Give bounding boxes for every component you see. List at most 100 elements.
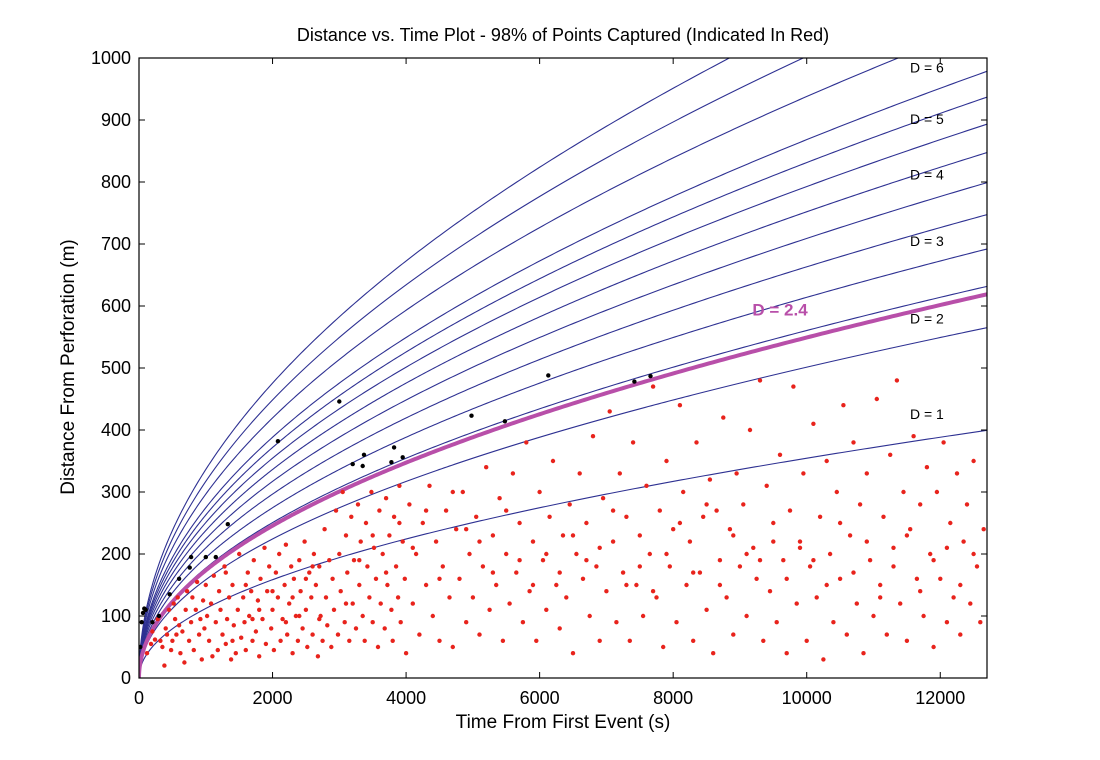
captured-point [878, 582, 883, 588]
captured-point [338, 589, 343, 594]
outside-point [225, 522, 230, 527]
captured-point [837, 520, 843, 526]
captured-point [210, 654, 215, 659]
captured-point [440, 564, 445, 569]
captured-point [343, 533, 349, 538]
captured-point [390, 638, 395, 643]
captured-point [457, 576, 462, 581]
curve-label-2: D = 2 [910, 310, 944, 326]
outside-point [275, 439, 281, 444]
captured-point [323, 595, 329, 600]
captured-point [391, 514, 397, 519]
outside-point [156, 613, 162, 619]
captured-point [203, 582, 208, 588]
captured-point [824, 582, 829, 588]
captured-point [610, 539, 616, 544]
captured-point [624, 514, 629, 519]
captured-point [470, 595, 476, 600]
captured-point [704, 502, 709, 507]
captured-point [313, 582, 319, 588]
captured-point [186, 638, 192, 643]
captured-point [741, 502, 746, 507]
captured-point [811, 558, 816, 563]
captured-point [353, 626, 359, 631]
captured-point [500, 638, 506, 643]
outside-point [139, 620, 144, 625]
captured-point [223, 570, 228, 575]
curve-d-4-5 [139, 152, 987, 678]
captured-point [184, 589, 190, 594]
captured-point [382, 626, 387, 631]
captured-point [295, 638, 301, 643]
captured-point [744, 551, 749, 557]
captured-point [637, 564, 642, 569]
captured-point [971, 551, 976, 557]
captured-point [291, 576, 297, 581]
y-axis-label: Distance From Perforation (m) [58, 239, 79, 495]
captured-point [771, 539, 776, 544]
captured-point [188, 620, 194, 625]
captured-point [226, 595, 232, 600]
captured-point [325, 623, 330, 628]
captured-point [487, 607, 492, 612]
captured-point [347, 638, 352, 643]
captured-point [684, 582, 689, 588]
captured-point [375, 644, 381, 650]
captured-point [204, 613, 210, 619]
captured-point [280, 616, 285, 622]
outside-point [143, 607, 148, 612]
captured-point [854, 601, 859, 606]
captured-point [231, 623, 236, 628]
captured-point [273, 570, 279, 575]
captured-point [904, 638, 910, 643]
captured-point [607, 409, 612, 414]
captured-point [724, 595, 729, 600]
captured-point [260, 616, 265, 622]
captured-point [647, 551, 652, 557]
captured-point [687, 539, 693, 544]
captured-point [714, 508, 719, 513]
captured-point [774, 620, 779, 625]
captured-point [335, 632, 341, 637]
captured-point [307, 570, 312, 575]
captured-point [144, 651, 150, 656]
captured-point [507, 601, 512, 606]
captured-point [358, 539, 363, 544]
captured-point [918, 502, 923, 507]
captured-point [383, 570, 389, 575]
captured-point [365, 564, 370, 569]
captured-point [417, 632, 422, 637]
captured-point [821, 657, 826, 662]
captured-point [747, 427, 753, 433]
captured-point [847, 533, 853, 538]
captured-point [614, 620, 619, 625]
captured-point [594, 564, 599, 569]
curve-label-1: D = 1 [910, 406, 944, 422]
captured-point [784, 651, 789, 656]
captured-point [163, 626, 168, 631]
captured-point [233, 651, 238, 656]
outside-point [400, 455, 405, 460]
captured-point [744, 613, 749, 619]
captured-point [357, 582, 362, 588]
captured-point [560, 533, 566, 538]
captured-point [369, 489, 374, 495]
captured-point [395, 595, 401, 600]
captured-point [851, 570, 856, 575]
captured-point [731, 632, 736, 637]
captured-point [211, 573, 216, 578]
y-tick-label: 1000 [91, 48, 131, 68]
captured-point [290, 595, 295, 600]
captured-point [385, 582, 390, 588]
captured-point [278, 638, 283, 643]
captured-point [834, 489, 839, 495]
captured-point [300, 626, 305, 631]
captured-point [357, 558, 362, 563]
captured-point [691, 570, 696, 575]
captured-point [239, 635, 244, 640]
captured-point [787, 508, 793, 513]
captured-point [781, 558, 786, 563]
y-tick-label: 600 [101, 296, 131, 316]
outside-point [187, 565, 192, 570]
captured-point [285, 632, 290, 637]
